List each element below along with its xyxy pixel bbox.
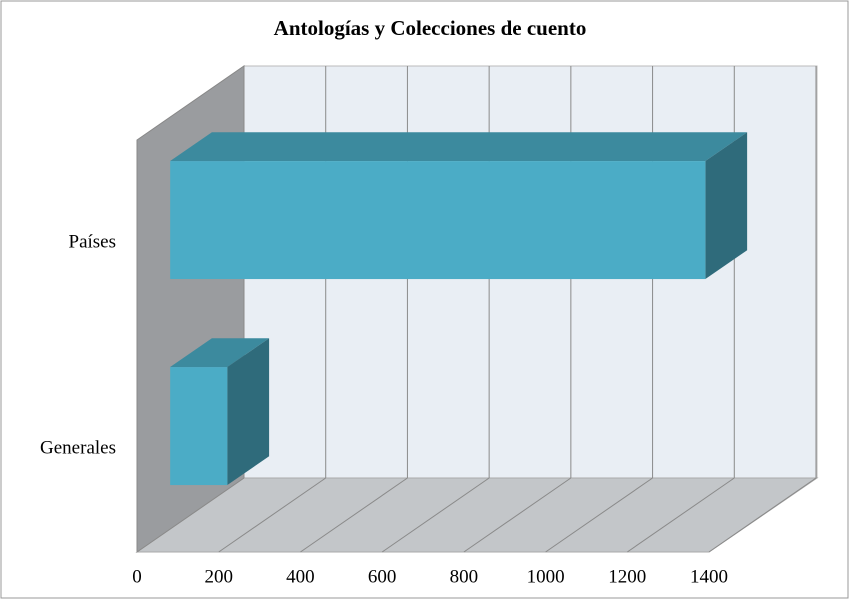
bar (170, 367, 228, 486)
x-tick-label: 600 (368, 566, 397, 587)
x-tick-label: 1400 (690, 566, 728, 587)
x-tick-label: 800 (450, 566, 479, 587)
bar (170, 161, 706, 280)
x-tick-label: 400 (286, 566, 315, 587)
x-tick-label: 0 (132, 566, 142, 587)
floor (135, 477, 819, 553)
floor-grid-line (381, 477, 490, 553)
bar-side (227, 338, 270, 486)
floor-grid-line (218, 477, 326, 553)
x-tick-label: 1000 (527, 566, 565, 587)
y-tick-label: Países (69, 231, 117, 252)
floor-grid-line (136, 477, 245, 553)
bar-top (170, 132, 748, 162)
floor-grid-line (708, 477, 817, 553)
y-tick-label: Generales (40, 437, 116, 458)
bar-top (170, 338, 270, 368)
bar-side (705, 132, 748, 280)
floor-grid-line (300, 477, 408, 553)
floor-grid-line (463, 477, 572, 553)
x-tick-label: 1200 (608, 566, 646, 587)
floor-grid-line (545, 477, 653, 553)
chart-title: Antologías y Colecciones de cuento (274, 16, 587, 40)
floor-grid-line (627, 477, 735, 553)
x-tick-label: 200 (204, 566, 233, 587)
